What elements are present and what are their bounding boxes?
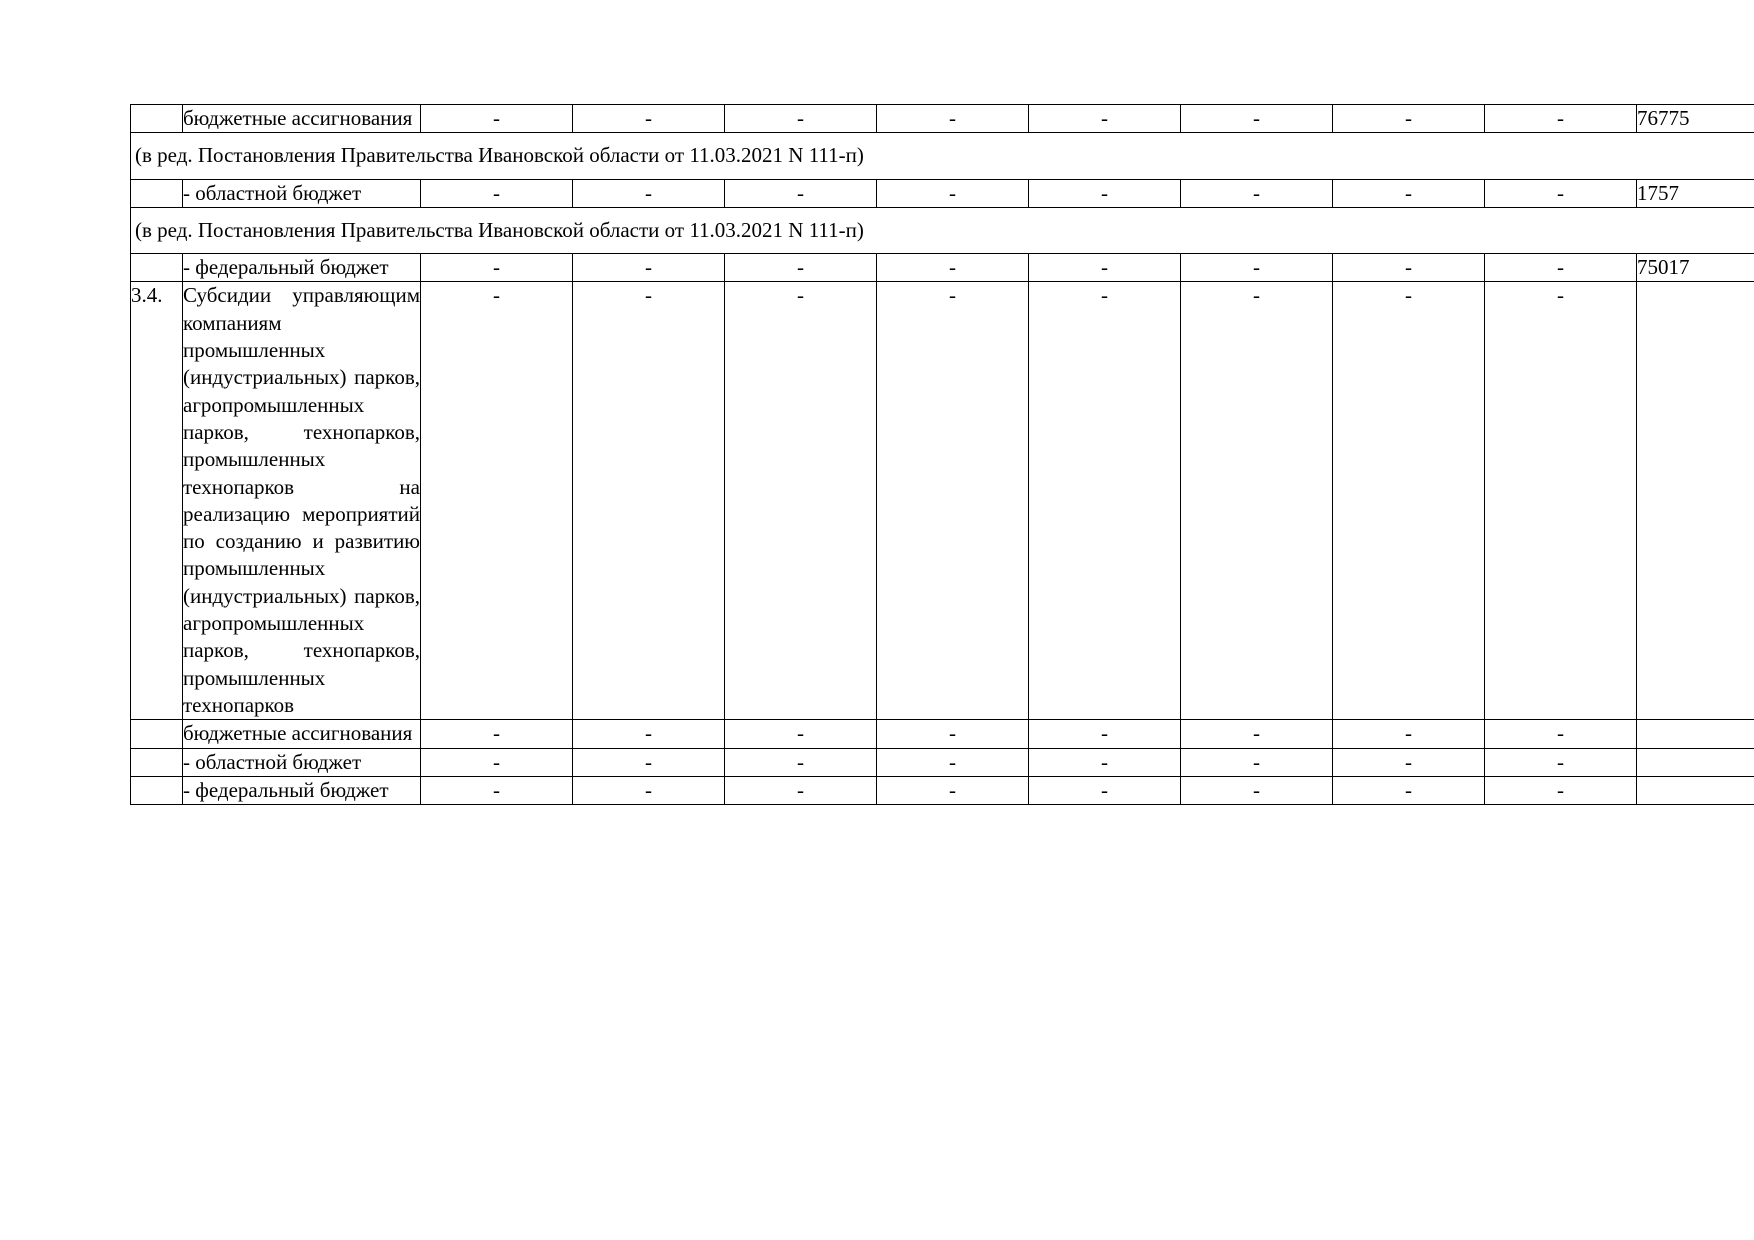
value-cell: - <box>572 747 725 777</box>
value-cell: - <box>572 253 725 283</box>
value-cell: - <box>1332 747 1485 777</box>
value-cell: - <box>1332 719 1485 749</box>
value-cell: - <box>724 775 877 806</box>
value-cell: - <box>420 747 573 777</box>
row-number-cell <box>130 719 183 749</box>
row-description-text: Субсидии управляющим компаниям промышлен… <box>183 283 420 717</box>
row-label-cell: - федеральный бюджет <box>182 775 421 806</box>
row-label-cell: - областной бюджет <box>182 178 421 208</box>
value-cell: - <box>1332 104 1485 134</box>
value-cell: - <box>1180 253 1333 283</box>
value-cell: - <box>1484 747 1637 777</box>
value-cell: - <box>420 775 573 806</box>
amendment-note-cell: (в ред. Постановления Правительства Иван… <box>130 132 1754 180</box>
value-cell: - <box>572 104 725 134</box>
value-cell: - <box>724 253 877 283</box>
value-cell: - <box>724 719 877 749</box>
value-cell: - <box>1028 253 1181 283</box>
value-cell: - <box>1028 719 1181 749</box>
row-number-cell <box>130 178 183 208</box>
amendment-note-text: (в ред. Постановления Правительства Иван… <box>135 217 864 242</box>
table-row: бюджетные ассигнования - - - - - - - -76775 <box>130 104 1754 134</box>
value-cell: - <box>420 104 573 134</box>
table-row: - федеральный бюджет - - - - - - - - <box>130 775 1754 806</box>
amendment-note-text: (в ред. Постановления Правительства Иван… <box>135 143 864 168</box>
value-cell: - <box>1180 775 1333 806</box>
table-row: - областной бюджет - - - - - - - -1757 <box>130 178 1754 208</box>
row-number-cell <box>130 747 183 777</box>
value-cell: - <box>1180 178 1333 208</box>
value-cell: - <box>572 281 725 721</box>
table-row: бюджетные ассигнования - - - - - - - - <box>130 719 1754 749</box>
value-cell: - <box>1332 253 1485 283</box>
amount-cell <box>1636 719 1754 749</box>
value-cell: - <box>1484 281 1637 721</box>
value-cell: - <box>420 253 573 283</box>
value-cell: - <box>876 775 1029 806</box>
value-cell: - <box>876 747 1029 777</box>
amendment-note-row: (в ред. Постановления Правительства Иван… <box>130 206 1754 255</box>
amount-cell <box>1636 775 1754 806</box>
value-cell: - <box>1332 775 1485 806</box>
amendment-note-row: (в ред. Постановления Правительства Иван… <box>130 132 1754 180</box>
value-cell: - <box>1180 719 1333 749</box>
value-cell: - <box>876 719 1029 749</box>
table-row: 3.4. Субсидии управляющим компаниям промы… <box>130 281 1754 721</box>
value-cell: - <box>420 281 573 721</box>
value-cell: - <box>1028 747 1181 777</box>
amount-cell <box>1636 747 1754 777</box>
value-cell: - <box>1484 775 1637 806</box>
budget-appropriation-table: бюджетные ассигнования - - - - - - - -76775 (в ре… <box>130 104 1754 806</box>
value-cell: - <box>876 281 1029 721</box>
row-label-cell: - федеральный бюджет <box>182 253 421 283</box>
row-number-cell <box>130 253 183 283</box>
row-number-cell: 3.4. <box>130 281 183 721</box>
value-cell: - <box>1028 281 1181 721</box>
value-cell: - <box>420 178 573 208</box>
value-cell: - <box>572 719 725 749</box>
value-cell: - <box>876 104 1029 134</box>
table-viewport: бюджетные ассигнования - - - - - - - -76775 (в ре… <box>130 104 1754 806</box>
value-cell: - <box>1180 104 1333 134</box>
row-number-cell <box>130 775 183 806</box>
row-number-cell <box>130 104 183 134</box>
table-row: - областной бюджет - - - - - - - - <box>130 747 1754 777</box>
value-cell: - <box>572 178 725 208</box>
value-cell: - <box>724 747 877 777</box>
row-label-cell: бюджетные ассигнования <box>182 104 421 134</box>
table-row: - федеральный бюджет - - - - - - - -75017 <box>130 253 1754 283</box>
value-cell: - <box>1028 775 1181 806</box>
value-cell: - <box>1028 178 1181 208</box>
amount-cell: 1757 <box>1636 178 1754 208</box>
value-cell: - <box>1180 747 1333 777</box>
value-cell: - <box>1180 281 1333 721</box>
value-cell: - <box>1484 104 1637 134</box>
value-cell: - <box>1484 719 1637 749</box>
value-cell: - <box>1028 104 1181 134</box>
value-cell: - <box>876 253 1029 283</box>
value-cell: - <box>724 104 877 134</box>
table-body: бюджетные ассигнования - - - - - - - -76775 (в ре… <box>130 104 1754 806</box>
value-cell: - <box>876 178 1029 208</box>
row-label-cell: - областной бюджет <box>182 747 421 777</box>
amount-cell: 75017 <box>1636 253 1754 283</box>
value-cell: - <box>1332 281 1485 721</box>
value-cell: - <box>724 178 877 208</box>
row-description-cell: Субсидии управляющим компаниям промышлен… <box>182 281 421 721</box>
value-cell: - <box>1332 178 1485 208</box>
value-cell: - <box>724 281 877 721</box>
value-cell: - <box>1484 178 1637 208</box>
value-cell: - <box>572 775 725 806</box>
amendment-note-cell: (в ред. Постановления Правительства Иван… <box>130 206 1754 255</box>
value-cell: - <box>420 719 573 749</box>
amount-cell <box>1636 281 1754 721</box>
value-cell: - <box>1484 253 1637 283</box>
row-label-cell: бюджетные ассигнования <box>182 719 421 749</box>
amount-cell: 76775 <box>1636 104 1754 134</box>
